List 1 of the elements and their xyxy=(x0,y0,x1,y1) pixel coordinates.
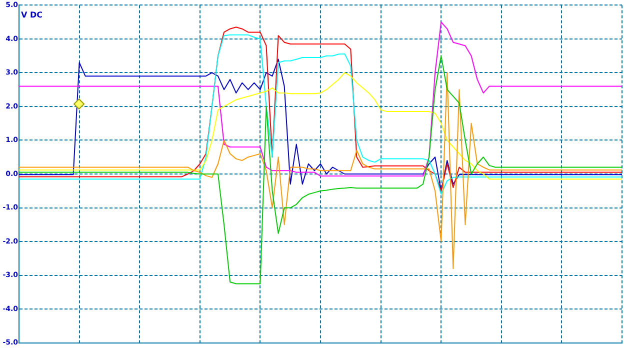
y-axis-title: V DC xyxy=(21,10,43,20)
